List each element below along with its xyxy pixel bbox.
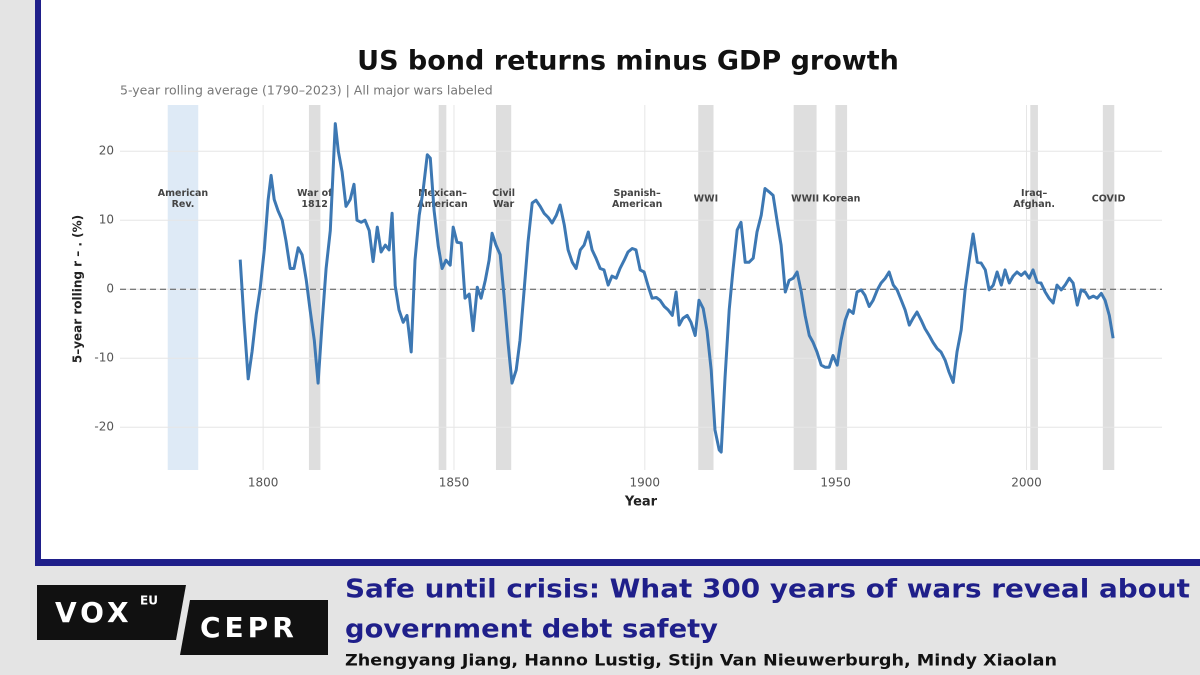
cepr-logo-box xyxy=(180,600,328,655)
war-label: Afghan. xyxy=(1013,199,1055,210)
war-label: Civil xyxy=(492,188,515,199)
article-title-line: government debt safety xyxy=(345,615,718,645)
war-label: Iraq– xyxy=(1021,188,1047,199)
war-label: War xyxy=(493,199,515,210)
war-shade xyxy=(1102,105,1115,470)
x-axis-title: Year xyxy=(624,495,658,510)
war-label: WWII xyxy=(791,194,819,205)
war-label: COVID xyxy=(1092,194,1126,205)
cepr-logo-text: CEPR xyxy=(200,611,298,644)
article-title-line: Safe until crisis: What 300 years of war… xyxy=(345,575,1190,605)
y-axis-title: 5–year rolling r – . (%) xyxy=(71,215,85,363)
war-label: American xyxy=(158,188,209,199)
war-label: Mexican– xyxy=(418,188,467,199)
vox-logo-text: VOX xyxy=(55,596,133,629)
war-shade xyxy=(793,105,817,470)
x-tick-label: 1900 xyxy=(630,476,661,490)
y-tick-label: -10 xyxy=(94,351,114,365)
panel-border-bottom xyxy=(35,559,1200,566)
vox-logo-box xyxy=(37,585,186,640)
eu-logo-text: EU xyxy=(140,594,158,608)
x-tick-label: 1850 xyxy=(439,476,470,490)
data-line xyxy=(238,122,1115,454)
article-authors: Zhengyang Jiang, Hanno Lustig, Stijn Van… xyxy=(345,651,1057,670)
y-tick-label: 0 xyxy=(106,282,114,296)
y-tick-label: 10 xyxy=(99,213,114,227)
war-shade xyxy=(167,105,199,470)
chart-subtitle: 5-year rolling average (1790–2023) | All… xyxy=(120,83,493,98)
war-shade xyxy=(438,105,447,470)
war-shade xyxy=(835,105,848,470)
war-label: Rev. xyxy=(172,199,195,210)
x-tick-label: 1950 xyxy=(820,476,851,490)
war-shade xyxy=(308,105,321,470)
panel-border-left xyxy=(35,0,41,566)
war-label: American xyxy=(612,199,663,210)
war-label: American xyxy=(417,199,468,210)
war-shade xyxy=(698,105,714,470)
war-shade xyxy=(1030,105,1038,470)
chart-panel xyxy=(38,0,1200,560)
war-label: War of xyxy=(297,188,333,199)
war-label: WWI xyxy=(694,194,719,205)
war-label: Korean xyxy=(822,194,860,205)
x-tick-label: 1800 xyxy=(248,476,279,490)
war-label: Spanish– xyxy=(614,188,661,199)
war-label: 1812 xyxy=(301,199,327,210)
y-tick-label: -20 xyxy=(94,420,114,434)
x-tick-label: 2000 xyxy=(1011,476,1042,490)
chart-title: US bond returns minus GDP growth xyxy=(357,46,899,77)
y-tick-label: 20 xyxy=(99,144,114,158)
